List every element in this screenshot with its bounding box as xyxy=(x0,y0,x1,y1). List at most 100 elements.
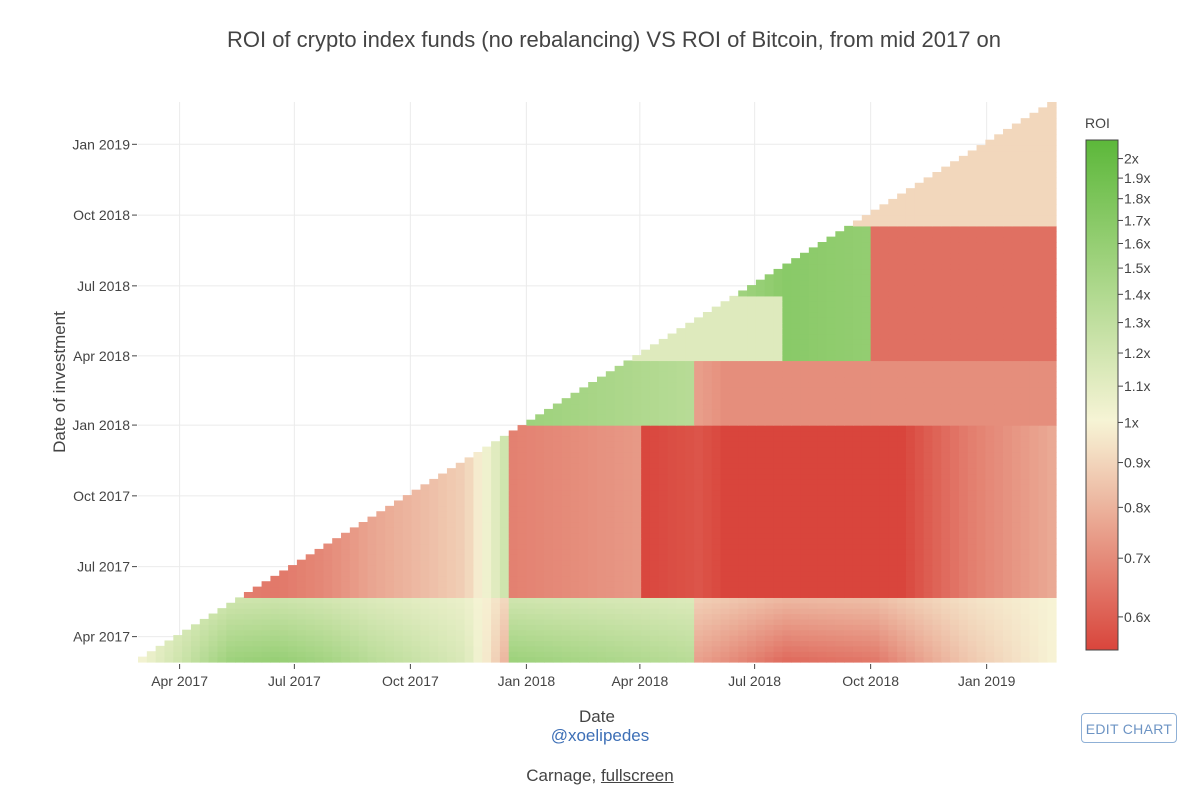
heatmap-cell xyxy=(632,538,642,545)
heatmap-cell xyxy=(561,651,572,658)
heatmap-cell xyxy=(985,613,995,620)
heatmap-cell xyxy=(755,398,766,405)
heatmap-cell xyxy=(429,581,439,588)
heatmap-cell xyxy=(588,554,598,561)
heatmap-cell xyxy=(349,618,360,625)
heatmap-cell xyxy=(950,581,960,588)
heatmap-cell xyxy=(464,575,475,582)
heatmap-cell xyxy=(826,408,836,415)
heatmap-cell xyxy=(446,495,457,502)
heatmap-cell xyxy=(905,559,916,566)
heatmap-cell xyxy=(623,575,633,582)
heatmap-cell xyxy=(897,312,907,318)
heatmap-cell xyxy=(561,473,572,480)
heatmap-cell xyxy=(791,435,801,442)
heatmap-cell xyxy=(393,651,404,658)
heatmap-cell xyxy=(923,602,934,609)
heatmap-cell xyxy=(544,656,554,663)
heatmap-cell xyxy=(614,565,625,572)
heatmap-cell xyxy=(429,532,439,539)
heatmap-cell xyxy=(597,446,607,453)
heatmap-cell xyxy=(438,645,448,652)
heatmap-cell xyxy=(897,635,907,642)
heatmap-cell xyxy=(1029,629,1039,636)
heatmap-cell xyxy=(897,360,907,367)
heatmap-cell xyxy=(685,478,695,485)
heatmap-cell xyxy=(685,651,695,658)
heatmap-cell xyxy=(817,581,828,588)
heatmap-cell xyxy=(958,608,969,615)
heatmap-cell xyxy=(552,645,563,652)
heatmap-cell xyxy=(747,338,757,345)
heatmap-cell xyxy=(676,446,686,453)
heatmap-cell xyxy=(950,365,960,372)
heatmap-cell xyxy=(782,317,792,324)
heatmap-cell xyxy=(747,382,757,388)
heatmap-cell xyxy=(1011,489,1022,496)
heatmap-cell xyxy=(773,635,783,642)
heatmap-cell xyxy=(561,635,572,642)
heatmap-cell xyxy=(491,575,501,582)
heatmap-cell xyxy=(597,651,607,658)
heatmap-cell xyxy=(826,312,836,318)
heatmap-cell xyxy=(1029,527,1039,534)
heatmap-cell xyxy=(941,338,951,345)
heatmap-cell xyxy=(544,532,554,539)
heatmap-cell xyxy=(676,382,686,388)
heatmap-cell xyxy=(579,511,589,518)
heatmap-cell xyxy=(658,635,669,642)
heatmap-cell xyxy=(411,548,422,555)
heatmap-cell xyxy=(623,608,633,615)
heatmap-cell xyxy=(1038,430,1048,437)
heatmap-cell xyxy=(623,651,633,658)
heatmap-cell xyxy=(1011,446,1022,453)
heatmap-cell xyxy=(729,484,739,491)
heatmap-cell xyxy=(861,360,872,367)
heatmap-cell xyxy=(632,581,642,588)
heatmap-cell xyxy=(800,349,810,356)
heatmap-cell xyxy=(570,425,580,432)
heatmap-cell xyxy=(508,635,519,642)
heatmap-cell xyxy=(826,419,836,426)
heatmap-cell xyxy=(720,408,731,415)
heatmap-cell xyxy=(835,640,845,647)
heatmap-cell xyxy=(826,548,836,555)
heatmap-cell xyxy=(535,468,545,475)
heatmap-cell xyxy=(1003,398,1013,405)
heatmap-cell xyxy=(508,473,519,480)
heatmap-cell xyxy=(941,290,951,297)
heatmap-cell xyxy=(932,403,942,410)
heatmap-cell xyxy=(800,392,810,399)
heatmap-cell xyxy=(861,484,872,491)
heatmap-cell xyxy=(941,279,951,286)
heatmap-cell xyxy=(720,473,731,480)
heatmap-cell xyxy=(941,613,951,620)
heatmap-cell xyxy=(702,322,713,329)
heatmap-cell xyxy=(994,435,1004,442)
heatmap-cell xyxy=(994,268,1004,275)
heatmap-cell xyxy=(729,656,739,663)
heatmap-cell xyxy=(676,457,686,464)
heatmap-cell xyxy=(658,392,669,399)
heatmap-cell xyxy=(826,575,836,582)
heatmap-cell xyxy=(800,511,810,518)
heatmap-cell xyxy=(552,565,563,572)
heatmap-cell xyxy=(773,597,783,604)
heatmap-cell xyxy=(985,575,995,582)
heatmap-cell xyxy=(923,651,934,658)
heatmap-cell xyxy=(658,645,669,652)
heatmap-cell xyxy=(411,527,422,534)
heatmap-cell xyxy=(994,635,1004,642)
heatmap-cell xyxy=(985,516,995,523)
heatmap-cell xyxy=(861,516,872,523)
heatmap-cell xyxy=(676,441,686,448)
heatmap-cell xyxy=(464,613,475,620)
heatmap-cell xyxy=(1020,274,1031,281)
heatmap-cell xyxy=(508,651,519,658)
heatmap-cell xyxy=(482,570,492,577)
heatmap-cell xyxy=(411,618,422,625)
heatmap-cell xyxy=(923,312,934,318)
heatmap-cell xyxy=(1020,478,1031,485)
heatmap-cell xyxy=(491,511,501,518)
heatmap-cell xyxy=(773,570,783,577)
